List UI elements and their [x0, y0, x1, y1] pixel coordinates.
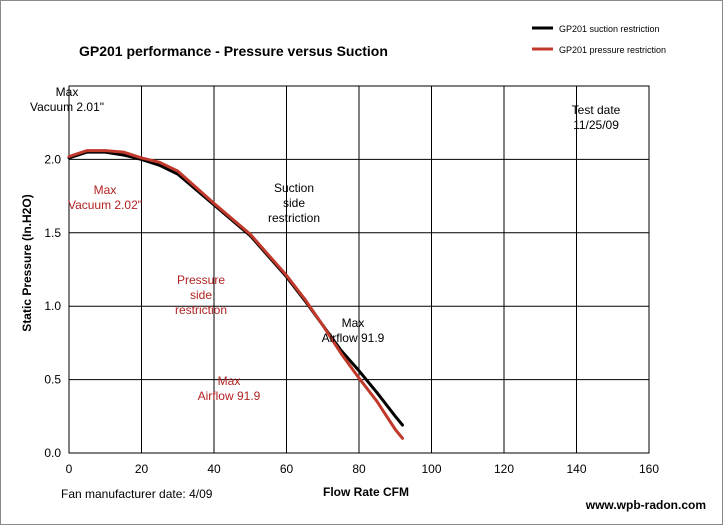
annotation-line: Max	[94, 183, 117, 197]
chart-title: GP201 performance - Pressure versus Suct…	[79, 43, 388, 59]
annotation-line: restriction	[175, 303, 227, 317]
series-line-pressure	[67, 149, 404, 440]
x-tick-label: 20	[135, 462, 149, 476]
x-tick-label: 160	[639, 462, 659, 476]
legend-label-suction: GP201 suction restriction	[559, 24, 660, 34]
annotation-line: restriction	[268, 211, 320, 225]
x-tick-label: 120	[494, 462, 514, 476]
x-tick-label: 100	[421, 462, 441, 476]
x-tick-label: 140	[566, 462, 586, 476]
annotation-line: Vacuum 2.01"	[30, 100, 104, 114]
annotation-line: Pressure	[177, 273, 225, 287]
legend: GP201 suction restriction GP201 pressure…	[532, 24, 666, 55]
annotation-line: Test date	[572, 103, 621, 117]
series-layer	[67, 149, 404, 440]
footer-website: www.wpb-radon.com	[585, 498, 706, 512]
grid	[68, 85, 650, 454]
y-tick-label: 1.0	[44, 299, 61, 313]
annotation-line: Airflow 91.9	[198, 389, 261, 403]
x-tick-label: 80	[352, 462, 366, 476]
annotation-line: Suction	[274, 181, 314, 195]
x-tick-label: 60	[280, 462, 294, 476]
x-tick-label: 40	[207, 462, 221, 476]
legend-label-pressure: GP201 pressure restriction	[559, 45, 666, 55]
y-axis-title: Static Pressure (In.H2O)	[20, 194, 34, 331]
annotation-line: Max	[56, 85, 79, 99]
y-tick-label: 2.0	[44, 152, 61, 166]
annotation-line: Airflow 91.9	[322, 331, 385, 345]
plot-area	[68, 85, 650, 454]
y-tick-label: 0.5	[44, 373, 61, 387]
x-tick-label: 0	[66, 462, 73, 476]
annotation-line: side	[190, 288, 212, 302]
annotation-line: 11/25/09	[573, 118, 619, 132]
x-axis-title: Flow Rate CFM	[323, 485, 409, 499]
tick-labels: 0 20 40 60 80 100 120 140 160 0.0 0.5 1.0 1.5 2.0	[44, 152, 659, 476]
footer-manufacturer-date: Fan manufacturer date: 4/09	[61, 487, 213, 501]
y-tick-label: 1.5	[44, 226, 61, 240]
annotation-line: Max	[218, 374, 241, 388]
annotation-line: Max	[342, 316, 365, 330]
y-tick-label: 0.0	[44, 446, 61, 460]
annotation-line: Vacuum 2.02"	[68, 198, 142, 212]
annotation-line: side	[283, 196, 305, 210]
